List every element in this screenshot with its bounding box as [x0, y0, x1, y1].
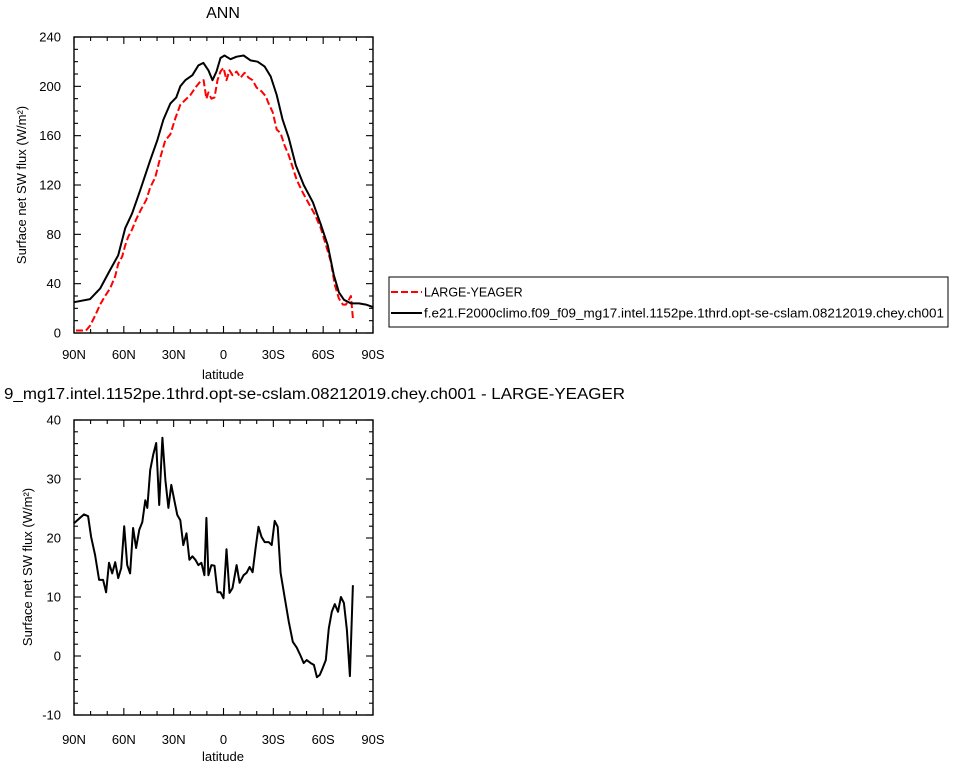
plot-area	[73, 54, 374, 332]
y-tick-label: 160	[39, 128, 61, 143]
plot-frame	[73, 419, 374, 716]
y-axis-title: Surface net SW flux (W/m²)	[14, 106, 29, 264]
legend-label-large-yeager: LARGE-YEAGER	[424, 286, 523, 300]
y-tick-label: 10	[47, 590, 61, 605]
top-panel: ANN 0 40 80 120 160 200 240 90N 60N 30N 0 30S 60S 90S…	[14, 5, 949, 382]
legend: LARGE-YEAGER f.e21.F2000climo.f09_f09_mg…	[388, 276, 949, 328]
x-tick-label: 60S	[312, 347, 335, 362]
x-tick-label: 0	[220, 347, 227, 362]
x-axis-title: latitude	[202, 749, 244, 764]
x-tick-label: 30N	[162, 347, 186, 362]
x-tick-label: 60N	[112, 347, 136, 362]
y-tick-label: 240	[39, 30, 61, 45]
y-tick-label: 30	[47, 472, 61, 487]
chart-title: ANN	[206, 5, 240, 22]
x-tick-label: 0	[220, 732, 227, 747]
y-tick-label: 0	[54, 649, 61, 664]
bottom-panel: 9_mg17.intel.1152pe.1thrd.opt-se-cslam.0…	[4, 386, 625, 764]
x-axis-title: latitude	[202, 367, 244, 382]
x-tick-label: 90S	[361, 347, 384, 362]
y-axis-title: Surface net SW flux (W/m²)	[20, 488, 35, 646]
plot-area	[73, 436, 354, 679]
large-yeager-line	[76, 66, 354, 332]
y-tick-label: 200	[39, 79, 61, 94]
x-tick-label: 60N	[112, 732, 136, 747]
y-tick-label: 80	[47, 227, 61, 242]
x-tick-label: 90S	[361, 732, 384, 747]
axis-ticks: -10 0 10 20 30 40 90N 60N 30N 0 30S 60S 90S	[42, 413, 385, 748]
x-tick-label: 90N	[62, 732, 86, 747]
y-tick-label: 20	[47, 531, 61, 546]
x-tick-label: 30S	[262, 732, 285, 747]
difference-chart-title: 9_mg17.intel.1152pe.1thrd.opt-se-cslam.0…	[4, 386, 625, 403]
x-tick-label: 30S	[262, 347, 285, 362]
x-tick-label: 30N	[162, 732, 186, 747]
y-tick-label: -10	[42, 708, 61, 723]
plot-frame	[73, 36, 374, 334]
model-line	[73, 54, 374, 309]
x-tick-label: 60S	[312, 732, 335, 747]
axis-ticks: 0 40 80 120 160 200 240 90N 60N 30N 0 30S 60S 90S	[39, 30, 385, 363]
difference-line	[73, 436, 354, 679]
y-tick-label: 0	[54, 326, 61, 341]
y-tick-label: 40	[47, 413, 61, 428]
x-tick-label: 90N	[62, 347, 86, 362]
y-tick-label: 40	[47, 276, 61, 291]
y-tick-label: 120	[39, 178, 61, 193]
legend-box	[388, 276, 949, 328]
legend-label-model: f.e21.F2000climo.f09_f09_mg17.intel.1152…	[424, 307, 944, 321]
